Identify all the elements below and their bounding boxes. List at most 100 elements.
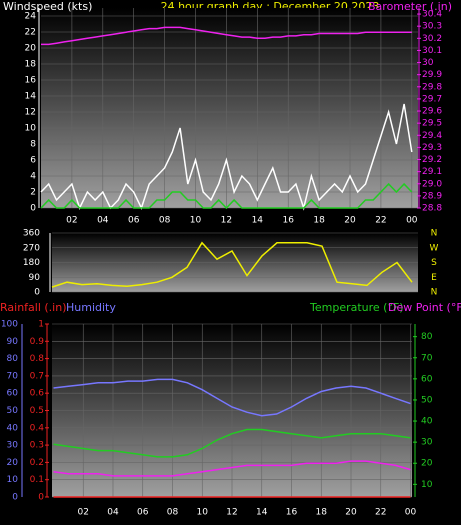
y-tick-label: 10 xyxy=(7,475,19,485)
y2-tick-label: 30 xyxy=(421,438,433,448)
y-tick-label: 24 xyxy=(25,12,37,22)
y2-tick-label: 30.4 xyxy=(422,10,442,20)
series-line xyxy=(41,26,412,46)
x-tick-label: 10 xyxy=(190,216,202,226)
y-tick-label: 20 xyxy=(7,458,19,468)
y-tick-label: 0 xyxy=(30,204,36,214)
y-tick-label: 360 xyxy=(23,229,40,239)
y2-tick-label: N xyxy=(431,288,438,298)
y3-tick-label: 0.5 xyxy=(30,406,44,416)
y-tick-label: 10 xyxy=(25,124,37,134)
y-tick-label: 0 xyxy=(12,493,18,503)
x-tick-label: 12 xyxy=(221,216,232,226)
y2-tick-label: 28.8 xyxy=(422,204,442,214)
y2-tick-label: 29.8 xyxy=(422,82,442,92)
x-tick-label: 00 xyxy=(406,216,418,226)
x-tick-label: 08 xyxy=(159,216,171,226)
y3-tick-label: 0.3 xyxy=(30,441,44,451)
y2-tick-label: 29.3 xyxy=(422,143,442,153)
y2-tick-label: 50 xyxy=(421,395,433,405)
y-tick-label: 180 xyxy=(23,258,40,268)
x-tick-label: 14 xyxy=(252,216,264,226)
y2-tick-label: 29.1 xyxy=(422,167,442,177)
y-tick-label: 2 xyxy=(30,188,36,198)
y-tick-label: 50 xyxy=(7,406,19,416)
y2-tick-label: 29.4 xyxy=(422,131,442,141)
y2-tick-label: 29.5 xyxy=(422,119,442,129)
y-tick-label: 40 xyxy=(7,423,19,433)
y3-tick-label: 0.9 xyxy=(30,337,45,347)
series-line xyxy=(40,182,413,210)
y3-tick-label: 0.7 xyxy=(30,371,44,381)
x-tick-label: 20 xyxy=(345,508,357,518)
y-tick-label: 6 xyxy=(30,156,36,166)
y3-tick-label: 0.6 xyxy=(30,389,45,399)
y2-tick-label: 29.6 xyxy=(422,107,442,117)
x-tick-label: 22 xyxy=(375,216,386,226)
y2-tick-label: 70 xyxy=(421,353,433,363)
x-tick-label: 02 xyxy=(78,508,89,518)
x-tick-label: 22 xyxy=(375,508,386,518)
y2-tick-label: 29.2 xyxy=(422,155,442,165)
x-tick-label: 08 xyxy=(167,508,179,518)
y2-tick-label: 30.1 xyxy=(422,46,442,56)
series-label: Windspeed (kts) xyxy=(3,0,92,13)
series-label: Humidity xyxy=(66,301,116,314)
y2-tick-label: N xyxy=(431,229,438,239)
y2-tick-label: 80 xyxy=(421,332,433,342)
y-tick-label: 80 xyxy=(7,354,19,364)
series-label: Dew Point (°F) xyxy=(388,301,461,314)
x-tick-label: 06 xyxy=(128,216,140,226)
y-tick-label: 12 xyxy=(25,108,36,118)
series-line xyxy=(53,428,411,458)
y-tick-label: 30 xyxy=(7,441,19,451)
y-tick-label: 90 xyxy=(29,273,41,283)
y2-tick-label: 29.9 xyxy=(422,70,442,80)
x-tick-label: 06 xyxy=(137,508,149,518)
x-tick-label: 02 xyxy=(66,216,77,226)
x-tick-label: 10 xyxy=(197,508,209,518)
y-tick-label: 90 xyxy=(7,337,19,347)
y2-tick-label: 30.2 xyxy=(422,34,442,44)
y-tick-label: 22 xyxy=(25,28,36,38)
series-line xyxy=(53,460,411,477)
series-line xyxy=(53,378,411,417)
x-tick-label: 00 xyxy=(405,508,417,518)
y3-tick-label: 0.8 xyxy=(30,354,45,364)
x-tick-label: 04 xyxy=(107,508,119,518)
y2-tick-label: 29.7 xyxy=(422,94,442,104)
y2-tick-label: 40 xyxy=(421,417,433,427)
y2-tick-label: 30 xyxy=(422,58,434,68)
y-tick-label: 100 xyxy=(1,320,18,330)
series-label: Temperature (°F) xyxy=(309,301,404,314)
y3-tick-label: 0 xyxy=(38,493,44,503)
y2-tick-label: 29.0 xyxy=(422,179,442,189)
y2-tick-label: 20 xyxy=(421,459,433,469)
y-tick-label: 20 xyxy=(25,44,37,54)
y2-tick-label: S xyxy=(431,258,437,268)
x-tick-label: 16 xyxy=(286,508,298,518)
series-line xyxy=(51,241,413,288)
y-tick-label: 16 xyxy=(25,76,37,86)
series-label: Rainfall (.in) xyxy=(0,301,67,314)
y3-tick-label: 0.1 xyxy=(30,475,44,485)
y2-tick-label: 30.3 xyxy=(422,22,442,32)
y-tick-label: 0 xyxy=(34,288,40,298)
y-tick-label: 18 xyxy=(25,60,37,70)
x-tick-label: 14 xyxy=(256,508,268,518)
y-tick-label: 8 xyxy=(30,140,36,150)
y-tick-label: 4 xyxy=(30,172,36,182)
plot-area xyxy=(41,8,418,208)
y2-tick-label: 28.9 xyxy=(422,191,442,201)
y-tick-label: 270 xyxy=(23,243,40,253)
x-tick-label: 04 xyxy=(97,216,109,226)
y-tick-label: 70 xyxy=(7,371,19,381)
y3-tick-label: 1 xyxy=(38,320,44,330)
x-tick-label: 18 xyxy=(313,216,325,226)
y-tick-label: 60 xyxy=(7,389,19,399)
x-tick-label: 12 xyxy=(226,508,237,518)
series-line xyxy=(40,103,413,211)
x-tick-label: 18 xyxy=(316,508,328,518)
